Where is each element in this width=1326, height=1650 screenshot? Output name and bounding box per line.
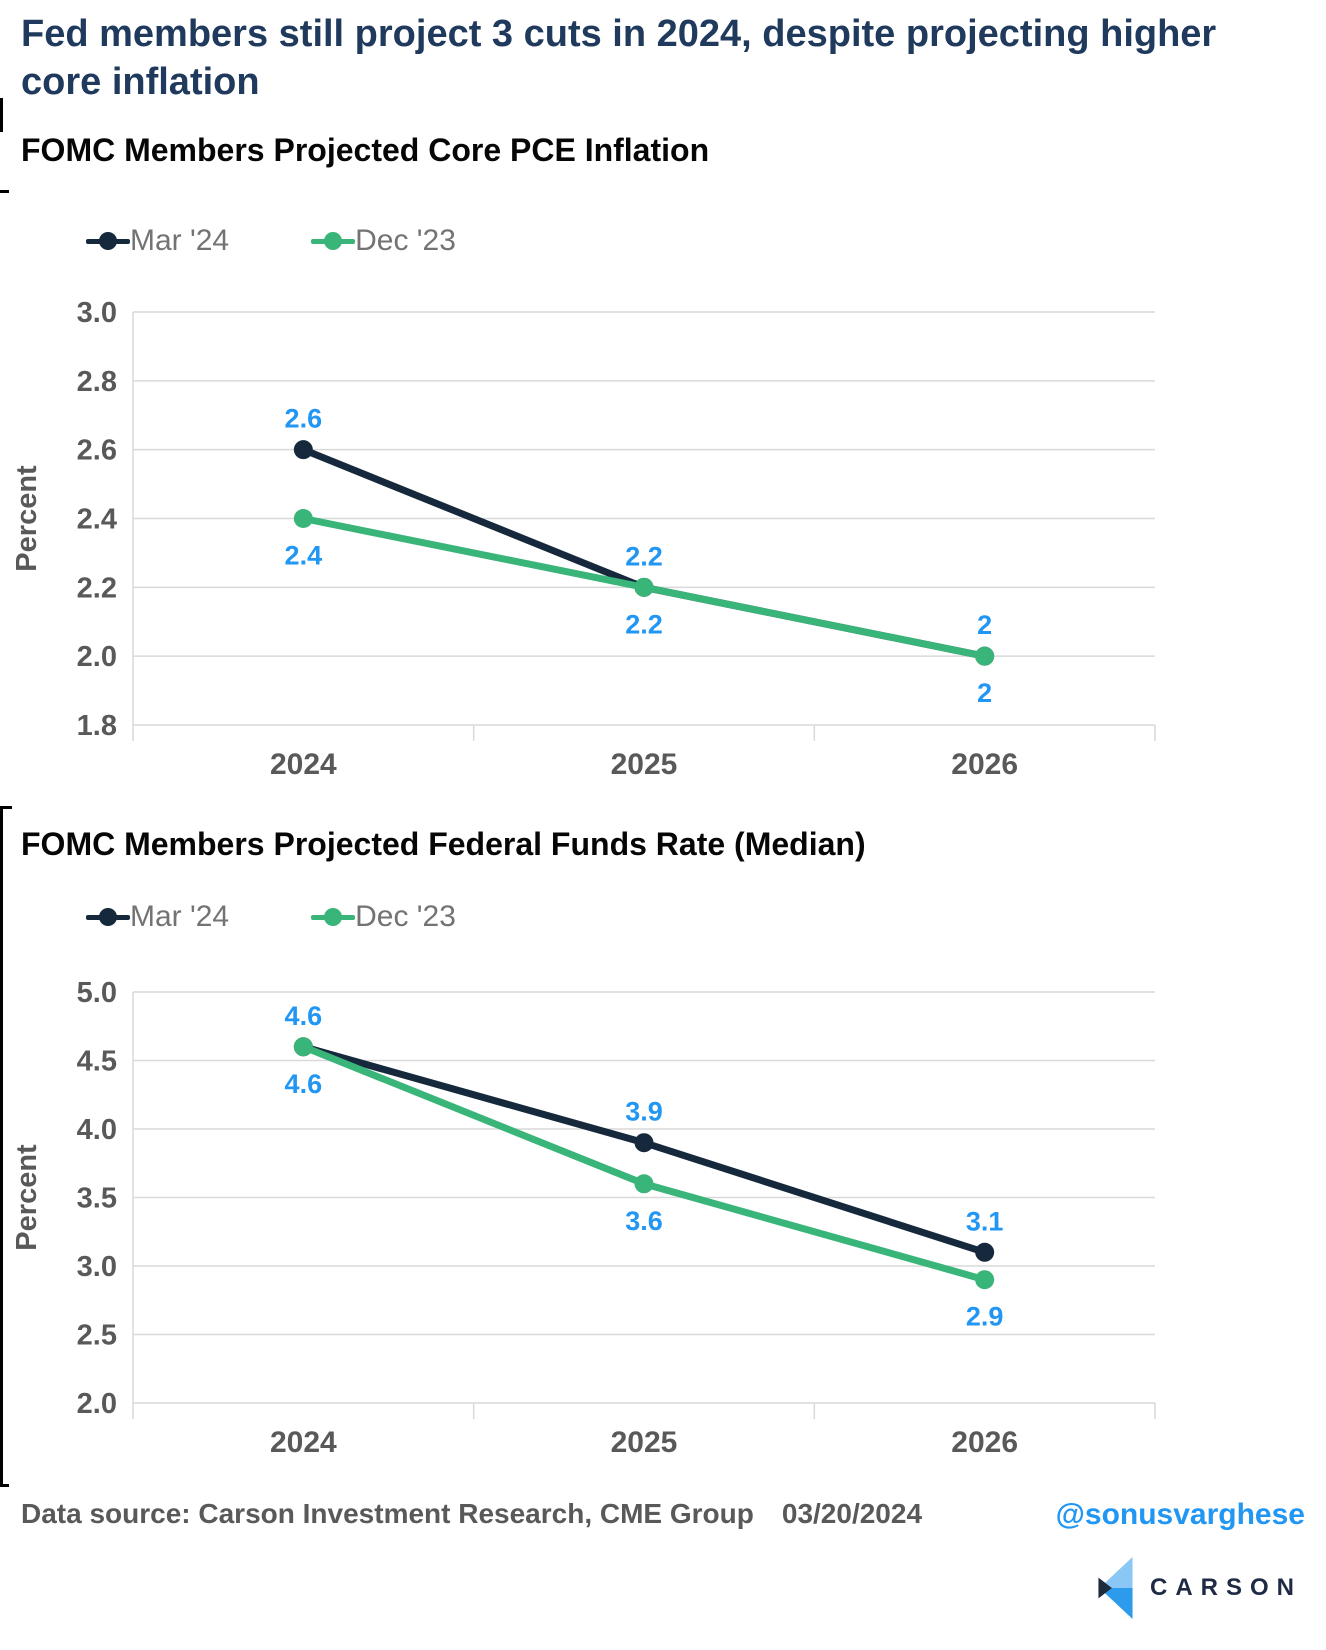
legend-marker-dec-23-icon xyxy=(311,231,356,251)
data-point-label: 3.6 xyxy=(625,1206,663,1236)
x-category-label: 2024 xyxy=(270,1426,337,1459)
legend-label-mar-24: Mar '24 xyxy=(130,224,230,257)
chart-title-core-pce: FOMC Members Projected Core PCE Inflatio… xyxy=(21,132,710,168)
legend-marker-dec-23-icon xyxy=(311,907,356,927)
data-point-label: 2.6 xyxy=(285,404,323,434)
screenshot-border-artifact xyxy=(0,1484,9,1487)
data-point-label: 2 xyxy=(977,678,992,708)
core-pce-line-chart: 3.0 2.8 2.6 2.4 2.2 2.0 1.8 Percent 2024 2025 2026… xyxy=(11,297,1156,781)
data-point xyxy=(634,577,654,597)
y-tick-label: 3.0 xyxy=(77,297,117,329)
page-title: Fed members still project 3 cuts in 2024… xyxy=(21,13,1217,103)
legend-label-dec-23: Dec '23 xyxy=(355,900,456,933)
series-line-dec-23 xyxy=(299,1043,989,1284)
screenshot-border-artifact xyxy=(0,806,3,1487)
data-point xyxy=(975,646,995,666)
y-tick-label: 4.5 xyxy=(77,1046,117,1078)
data-point xyxy=(975,1242,995,1262)
y-tick-label: 2.0 xyxy=(77,641,117,673)
screenshot-border-artifact xyxy=(0,806,12,809)
legend-item-mar-24: Mar '24 xyxy=(86,224,229,258)
x-category-label: 2025 xyxy=(611,1426,678,1459)
data-point-label: 2 xyxy=(977,610,992,640)
screenshot-border-artifact xyxy=(0,98,3,132)
y-tick-label: 2.8 xyxy=(77,366,117,398)
data-point-label: 3.9 xyxy=(625,1097,663,1127)
chart-title-fed-funds: FOMC Members Projected Federal Funds Rat… xyxy=(21,826,866,862)
x-category-label: 2026 xyxy=(951,1426,1018,1459)
legend-item-mar-24: Mar '24 xyxy=(86,900,229,934)
data-source-line: Data source: Carson Investment Research,… xyxy=(21,1498,922,1530)
data-point-label: 4.6 xyxy=(285,1069,323,1099)
data-point-label: 2.4 xyxy=(285,541,323,571)
legend-fed-funds: Mar '24 Dec '23 xyxy=(86,900,456,934)
y-tick-label: 4.0 xyxy=(77,1114,117,1146)
x-category-label: 2024 xyxy=(270,748,337,781)
legend-label-dec-23: Dec '23 xyxy=(355,224,456,257)
y-tick-label: 2.4 xyxy=(77,504,117,536)
data-point-label: 2.2 xyxy=(625,541,663,571)
data-point xyxy=(634,1174,654,1194)
data-point xyxy=(293,1037,313,1057)
footer: Data source: Carson Investment Research,… xyxy=(21,1498,1305,1532)
data-point xyxy=(634,1133,654,1153)
legend-item-dec-23: Dec '23 xyxy=(311,224,456,258)
y-tick-label: 3.0 xyxy=(77,1251,117,1283)
date-text: 03/20/2024 xyxy=(781,1498,923,1529)
y-tick-label: 2.6 xyxy=(77,435,117,467)
legend-item-dec-23: Dec '23 xyxy=(311,900,456,934)
y-tick-label: 5.0 xyxy=(77,977,117,1009)
carson-logo: CARSON xyxy=(1098,1556,1302,1620)
screenshot-border-artifact xyxy=(0,190,9,193)
data-point-label: 4.6 xyxy=(285,1001,323,1031)
data-point-label: 2.2 xyxy=(625,609,663,639)
y-axis-label: Percent xyxy=(11,465,43,572)
y-tick-label: 2.5 xyxy=(77,1320,117,1352)
legend-label-mar-24: Mar '24 xyxy=(130,900,230,933)
y-tick-label: 2.0 xyxy=(77,1388,117,1420)
x-category-label: 2025 xyxy=(611,748,678,781)
y-tick-label: 2.2 xyxy=(77,572,117,604)
data-source-text: Data source: Carson Investment Research,… xyxy=(21,1498,754,1529)
carson-logo-text: CARSON xyxy=(1149,1574,1302,1601)
x-category-label: 2026 xyxy=(951,748,1018,781)
y-axis-label: Percent xyxy=(11,1144,43,1251)
data-point-label: 3.1 xyxy=(966,1206,1004,1236)
data-point xyxy=(293,509,313,528)
data-point xyxy=(975,1270,995,1290)
twitter-handle[interactable]: @sonusvarghese xyxy=(1055,1498,1305,1531)
fed-funds-line-chart: 5.0 4.5 4.0 3.5 3.0 2.5 2.0 Percent 2024 2025 2026… xyxy=(11,977,1156,1459)
data-point xyxy=(293,440,313,460)
y-tick-label: 1.8 xyxy=(77,710,117,742)
data-point-label: 2.9 xyxy=(966,1302,1004,1332)
y-tick-label: 3.5 xyxy=(77,1183,117,1215)
legend-marker-mar-24-icon xyxy=(86,231,130,251)
legend-marker-mar-24-icon xyxy=(86,907,130,927)
legend-core-pce: Mar '24 Dec '23 xyxy=(86,224,456,258)
carson-logo-icon xyxy=(1098,1557,1133,1619)
